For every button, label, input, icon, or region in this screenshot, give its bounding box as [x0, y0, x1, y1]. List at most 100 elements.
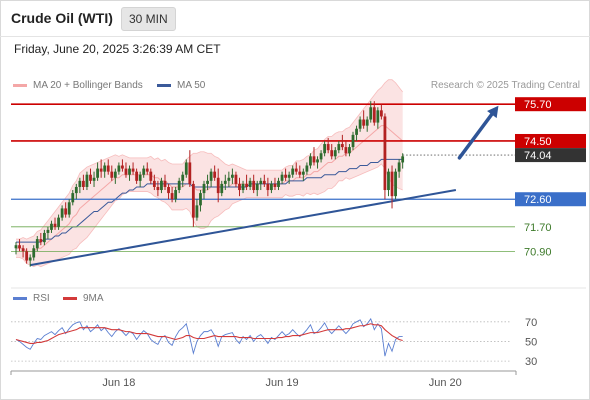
- candle: [301, 168, 305, 181]
- candle-body: [191, 183, 195, 218]
- candle: [355, 125, 358, 141]
- projection-arrow-head-icon: [487, 105, 499, 119]
- candle-body: [362, 119, 366, 126]
- chart-datetime: Friday, June 20, 2025 3:26:39 AM CET: [14, 42, 221, 56]
- candle-body: [284, 174, 288, 178]
- candle: [163, 174, 167, 191]
- candle-body: [383, 116, 387, 191]
- candle: [14, 242, 18, 255]
- candle: [78, 177, 82, 194]
- candle: [181, 171, 185, 187]
- legend-rsi-label: RSI: [33, 293, 50, 304]
- candle-body: [128, 168, 131, 175]
- candle-body: [174, 190, 178, 200]
- candle-body: [85, 174, 89, 187]
- candle-body: [184, 162, 188, 175]
- instrument-title: Crude Oil (WTI): [11, 10, 113, 26]
- candle: [99, 159, 103, 178]
- candle: [330, 144, 334, 160]
- timeframe-button[interactable]: 30 MIN: [121, 7, 176, 31]
- candle: [117, 162, 121, 175]
- candle-body: [103, 165, 107, 172]
- candle-body: [252, 180, 256, 191]
- candle-body: [99, 168, 103, 172]
- candle-body: [270, 183, 273, 191]
- rsi-tick-label: 50: [525, 336, 537, 348]
- candle-body: [149, 171, 153, 181]
- candle: [46, 226, 50, 240]
- candle: [337, 140, 341, 154]
- candle: [135, 168, 139, 184]
- candle-body: [344, 147, 348, 154]
- candle: [348, 144, 351, 157]
- candle: [372, 101, 376, 126]
- candle: [248, 177, 252, 191]
- candle: [266, 177, 270, 197]
- x-tick-label: Jun 19: [266, 377, 299, 389]
- candle: [67, 199, 71, 218]
- candle-body: [266, 183, 270, 191]
- candle-body: [35, 239, 39, 249]
- candle: [270, 180, 273, 194]
- candle: [177, 177, 181, 194]
- candle-body: [280, 174, 284, 181]
- x-tick-label: Jun 18: [102, 377, 135, 389]
- candle: [305, 162, 309, 175]
- candle-body: [355, 128, 358, 135]
- bollinger-swatch-icon: [13, 84, 27, 87]
- candle: [106, 159, 110, 175]
- rsi-ma-line: [15, 323, 403, 344]
- legend-rsi-ma: 9MA: [63, 293, 104, 304]
- candle: [241, 180, 245, 194]
- candle: [213, 165, 217, 181]
- candle-body: [124, 168, 128, 175]
- candle-body: [21, 248, 25, 252]
- candle: [110, 165, 114, 181]
- candle-body: [312, 156, 316, 163]
- candle: [35, 236, 39, 252]
- candle-body: [117, 165, 121, 172]
- candle-body: [74, 186, 78, 194]
- candle-body: [152, 180, 156, 187]
- level-label-box: [515, 192, 586, 207]
- candle-body: [277, 180, 280, 187]
- candle-body: [227, 177, 231, 181]
- candle: [252, 174, 256, 194]
- candle: [291, 165, 295, 178]
- candle: [184, 159, 188, 178]
- candle-body: [50, 223, 53, 230]
- candle-body: [39, 239, 43, 243]
- level-label: 72.60: [524, 194, 552, 206]
- legend-rsi-ma-label: 9MA: [83, 293, 104, 304]
- candle-body: [301, 171, 305, 175]
- ma50-line: [16, 158, 403, 243]
- candle-body: [223, 180, 227, 184]
- candle-body: [163, 180, 167, 187]
- candle: [145, 162, 149, 175]
- candle: [191, 180, 195, 227]
- candle-body: [333, 150, 337, 157]
- candle: [273, 177, 277, 191]
- candle-body: [213, 171, 217, 178]
- candle: [71, 190, 75, 206]
- candle-body: [234, 174, 238, 184]
- candle: [333, 147, 337, 160]
- level-label-box: [515, 148, 586, 163]
- candle-body: [298, 171, 302, 175]
- candle-body: [397, 162, 401, 172]
- candle: [57, 214, 60, 230]
- rsi-line: [15, 317, 403, 357]
- candle-body: [340, 144, 344, 148]
- candle: [32, 245, 36, 261]
- candle-body: [71, 193, 75, 203]
- candle: [312, 147, 316, 166]
- level-label-box: [515, 97, 586, 112]
- candle: [294, 162, 298, 175]
- candle-body: [376, 110, 380, 123]
- candle: [28, 254, 32, 267]
- legend-bollinger: MA 20 + Bollinger Bands: [13, 80, 143, 91]
- candle: [39, 232, 43, 246]
- candle-body: [323, 144, 327, 154]
- bollinger-band-area: [16, 79, 403, 267]
- candle-body: [167, 186, 170, 194]
